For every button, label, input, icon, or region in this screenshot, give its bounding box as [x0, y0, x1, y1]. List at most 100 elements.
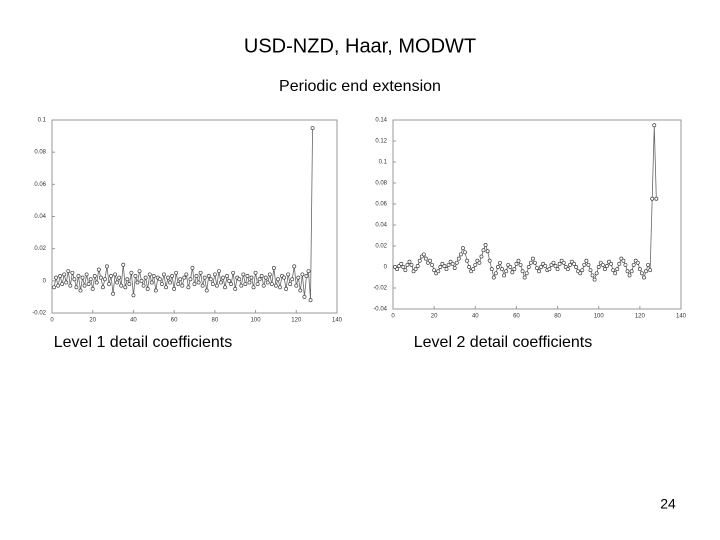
data-point	[465, 258, 470, 263]
data-point	[52, 285, 56, 290]
data-point	[62, 272, 67, 277]
data-point	[162, 272, 166, 277]
page-number: 24	[660, 496, 676, 512]
data-point	[487, 258, 492, 263]
data-point	[60, 282, 65, 286]
data-point	[561, 260, 566, 265]
y-tick-label: 0	[384, 265, 388, 271]
y-tick-label: 0.08	[34, 150, 46, 156]
data-point	[421, 252, 426, 257]
data-point	[543, 264, 548, 268]
data-point	[588, 268, 593, 273]
data-point	[257, 277, 262, 282]
data-point	[96, 267, 101, 272]
data-point	[210, 282, 215, 286]
data-point	[90, 286, 95, 291]
data-point	[452, 266, 457, 270]
data-point	[223, 285, 227, 290]
data-point	[92, 274, 97, 278]
data-point	[225, 274, 230, 278]
data-point	[537, 269, 542, 274]
x-tick-label: 120	[635, 314, 646, 320]
data-point	[221, 275, 225, 280]
data-point	[450, 261, 455, 266]
y-tick-label: 0.1	[38, 118, 47, 124]
data-point	[602, 267, 607, 272]
data-point	[580, 268, 585, 273]
x-tick-label: 120	[291, 318, 302, 324]
data-point	[654, 196, 659, 201]
data-point	[582, 262, 587, 267]
data-point	[58, 274, 63, 278]
data-point	[514, 261, 519, 266]
data-point	[650, 196, 655, 201]
data-point	[288, 282, 293, 286]
y-tick-label: 0.06	[375, 202, 387, 208]
plot-frame	[392, 119, 682, 310]
data-point	[405, 262, 410, 267]
data-point	[76, 274, 81, 278]
data-point	[184, 272, 189, 277]
data-point	[259, 274, 264, 278]
data-point	[524, 271, 529, 276]
data-point	[551, 260, 556, 265]
data-point	[407, 259, 412, 264]
data-point	[512, 267, 517, 272]
chart-caption: Level 2 detail coefficients	[414, 334, 592, 351]
data-point	[72, 277, 77, 282]
data-point	[127, 282, 132, 286]
data-point	[80, 275, 85, 280]
data-point	[271, 266, 276, 270]
data-point	[627, 273, 632, 278]
data-point	[231, 270, 236, 275]
data-point	[504, 269, 509, 274]
data-point	[214, 283, 219, 288]
data-point	[592, 277, 597, 282]
data-point	[135, 280, 140, 285]
data-point	[403, 268, 408, 273]
data-point	[596, 265, 601, 269]
x-tick-label: 140	[676, 314, 687, 320]
data-point	[539, 265, 544, 269]
data-point	[64, 280, 69, 285]
data-point	[282, 275, 287, 280]
data-point	[123, 285, 128, 290]
data-point	[547, 267, 552, 272]
data-point	[508, 265, 513, 269]
data-point	[646, 262, 651, 267]
data-point	[481, 248, 486, 253]
y-tick-label: 0	[43, 278, 47, 284]
data-point	[584, 258, 589, 263]
data-point	[105, 264, 109, 269]
data-point	[555, 267, 560, 272]
data-point	[166, 275, 170, 280]
data-point	[444, 267, 449, 272]
y-tick-label: 0.06	[34, 182, 46, 188]
data-point	[100, 285, 105, 290]
data-point	[170, 274, 175, 278]
data-point	[174, 270, 179, 275]
data-point	[145, 286, 150, 291]
data-point	[458, 252, 463, 257]
data-point	[68, 283, 73, 288]
data-point	[153, 288, 158, 293]
data-point	[78, 288, 83, 293]
data-point	[495, 265, 500, 269]
data-point	[565, 267, 570, 272]
data-point	[604, 264, 609, 268]
data-point	[300, 272, 305, 277]
data-point	[143, 275, 148, 280]
data-point	[194, 274, 199, 278]
data-point	[243, 282, 248, 286]
data-point	[644, 269, 648, 274]
data-point	[219, 280, 223, 285]
data-point	[460, 246, 465, 251]
data-point	[454, 260, 459, 265]
data-point	[609, 261, 614, 266]
data-point	[115, 280, 120, 285]
data-point	[292, 264, 297, 269]
data-point	[409, 262, 414, 267]
data-point	[249, 275, 254, 280]
data-point	[493, 271, 498, 276]
data-point	[182, 275, 187, 280]
